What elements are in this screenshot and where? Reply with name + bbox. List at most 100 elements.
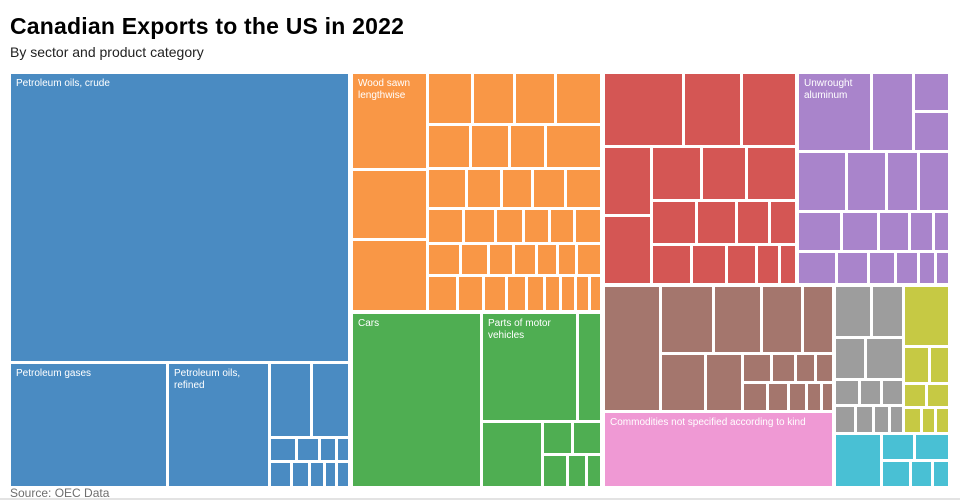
treemap-cell-purple[interactable] bbox=[870, 253, 894, 283]
treemap-cell-orange[interactable] bbox=[429, 245, 459, 274]
treemap-cell-purple[interactable] bbox=[880, 213, 908, 250]
treemap-cell-brown[interactable] bbox=[744, 384, 766, 410]
treemap-cell-purple[interactable] bbox=[838, 253, 867, 283]
treemap-cell-orange[interactable] bbox=[503, 170, 531, 207]
treemap-cell-red[interactable] bbox=[758, 246, 778, 283]
treemap-cell-purple[interactable] bbox=[848, 153, 885, 210]
treemap-cell-cyan[interactable] bbox=[916, 435, 948, 459]
treemap-cell-olive[interactable] bbox=[905, 348, 928, 382]
treemap-cell-gray[interactable] bbox=[875, 407, 888, 432]
treemap-cell-blue[interactable] bbox=[326, 463, 335, 486]
treemap-cell-gray[interactable] bbox=[891, 407, 902, 432]
treemap-cell-orange[interactable] bbox=[429, 277, 456, 310]
treemap-cell-olive[interactable] bbox=[928, 385, 948, 406]
treemap-cell-olive[interactable] bbox=[905, 287, 948, 345]
treemap-cell-purple[interactable] bbox=[911, 213, 932, 250]
treemap-cell-brown[interactable] bbox=[763, 287, 801, 352]
treemap-cell-orange[interactable] bbox=[429, 170, 465, 207]
treemap-cell-gray[interactable] bbox=[857, 407, 872, 432]
treemap-cell-brown[interactable] bbox=[817, 355, 832, 381]
treemap-cell-brown[interactable] bbox=[605, 287, 659, 410]
treemap-cell-olive[interactable] bbox=[905, 409, 920, 432]
treemap-cell-green[interactable] bbox=[483, 423, 541, 486]
treemap-cell-blue[interactable] bbox=[311, 463, 323, 486]
treemap-cell-orange[interactable] bbox=[462, 245, 487, 274]
treemap-cell-orange[interactable] bbox=[528, 277, 543, 310]
treemap-cell-purple[interactable] bbox=[937, 253, 948, 283]
treemap-cell-brown[interactable] bbox=[790, 384, 805, 410]
treemap-cell-olive[interactable] bbox=[923, 409, 934, 432]
treemap-cell-red[interactable] bbox=[738, 202, 768, 243]
treemap-cell-purple[interactable] bbox=[920, 253, 934, 283]
treemap-cell-orange[interactable] bbox=[515, 245, 535, 274]
treemap-cell-purple[interactable] bbox=[873, 74, 912, 150]
treemap-cell-brown[interactable] bbox=[773, 355, 794, 381]
treemap-cell-cyan[interactable] bbox=[883, 435, 913, 459]
treemap-cell-purple[interactable] bbox=[799, 253, 835, 283]
treemap-cell-orange[interactable] bbox=[551, 210, 573, 242]
treemap-cell-brown[interactable] bbox=[662, 355, 704, 410]
treemap-cell-brown[interactable] bbox=[797, 355, 814, 381]
treemap-cell-purple[interactable] bbox=[799, 213, 840, 250]
treemap-cell-cyan[interactable] bbox=[883, 462, 909, 486]
treemap-cell-brown[interactable] bbox=[662, 287, 712, 352]
treemap-cell-red[interactable] bbox=[685, 74, 740, 145]
treemap-cell-orange[interactable]: Wood sawn lengthwise bbox=[353, 74, 426, 168]
treemap-cell-orange[interactable] bbox=[577, 277, 588, 310]
treemap-cell-orange[interactable] bbox=[468, 170, 500, 207]
treemap-cell-red[interactable] bbox=[605, 74, 682, 145]
treemap-cell-red[interactable] bbox=[653, 148, 700, 199]
treemap-cell-brown[interactable] bbox=[808, 384, 820, 410]
treemap-cell-orange[interactable] bbox=[429, 74, 471, 123]
treemap-cell-purple[interactable]: Unwrought aluminum bbox=[799, 74, 870, 150]
treemap-cell-orange[interactable] bbox=[353, 171, 426, 238]
treemap-cell-blue[interactable] bbox=[338, 463, 348, 486]
treemap-cell-cyan[interactable] bbox=[934, 462, 948, 486]
treemap-cell-orange[interactable] bbox=[562, 277, 574, 310]
treemap-cell-blue[interactable] bbox=[313, 364, 348, 436]
treemap-cell-red[interactable] bbox=[771, 202, 795, 243]
treemap-cell-orange[interactable] bbox=[465, 210, 494, 242]
treemap-cell-orange[interactable] bbox=[591, 277, 600, 310]
treemap-cell-cyan[interactable] bbox=[912, 462, 931, 486]
treemap-cell-gray[interactable] bbox=[861, 381, 880, 404]
treemap-cell-pink[interactable]: Commodities not specified according to k… bbox=[605, 413, 832, 486]
treemap-cell-orange[interactable] bbox=[525, 210, 548, 242]
treemap-cell-gray[interactable] bbox=[836, 287, 870, 336]
treemap-cell-orange[interactable] bbox=[576, 210, 600, 242]
treemap-cell-red[interactable] bbox=[605, 148, 650, 214]
treemap-cell-blue[interactable] bbox=[271, 463, 290, 486]
treemap-cell-green[interactable]: Cars bbox=[353, 314, 480, 486]
treemap-cell-gray[interactable] bbox=[836, 381, 858, 404]
treemap-cell-red[interactable] bbox=[653, 202, 695, 243]
treemap-cell-blue[interactable] bbox=[271, 364, 310, 436]
treemap-cell-green[interactable] bbox=[569, 456, 585, 486]
treemap-cell-red[interactable] bbox=[698, 202, 735, 243]
treemap-cell-red[interactable] bbox=[781, 246, 795, 283]
treemap-cell-gray[interactable] bbox=[836, 407, 854, 432]
treemap-cell-orange[interactable] bbox=[508, 277, 525, 310]
treemap-cell-orange[interactable] bbox=[546, 277, 559, 310]
treemap-cell-orange[interactable] bbox=[578, 245, 600, 274]
treemap-cell-purple[interactable] bbox=[888, 153, 917, 210]
treemap-cell-orange[interactable] bbox=[459, 277, 482, 310]
treemap-cell-red[interactable] bbox=[743, 74, 795, 145]
treemap-cell-purple[interactable] bbox=[897, 253, 917, 283]
treemap-cell-orange[interactable] bbox=[516, 74, 554, 123]
treemap-cell-orange[interactable] bbox=[497, 210, 522, 242]
treemap-cell-red[interactable] bbox=[693, 246, 725, 283]
treemap-cell-gray[interactable] bbox=[883, 381, 902, 404]
treemap-cell-brown[interactable] bbox=[804, 287, 832, 352]
treemap-cell-blue[interactable] bbox=[271, 439, 295, 460]
treemap-cell-orange[interactable] bbox=[547, 126, 600, 167]
treemap-cell-orange[interactable] bbox=[485, 277, 505, 310]
treemap-cell-gray[interactable] bbox=[836, 339, 864, 378]
treemap-cell-blue[interactable] bbox=[338, 439, 348, 460]
treemap-cell-red[interactable] bbox=[653, 246, 690, 283]
treemap-cell-orange[interactable] bbox=[429, 126, 469, 167]
treemap-cell-orange[interactable] bbox=[511, 126, 544, 167]
treemap-cell-orange[interactable] bbox=[567, 170, 600, 207]
treemap-cell-orange[interactable] bbox=[490, 245, 512, 274]
treemap-cell-orange[interactable] bbox=[557, 74, 600, 123]
treemap-cell-blue[interactable]: Petroleum oils, refined bbox=[169, 364, 268, 486]
